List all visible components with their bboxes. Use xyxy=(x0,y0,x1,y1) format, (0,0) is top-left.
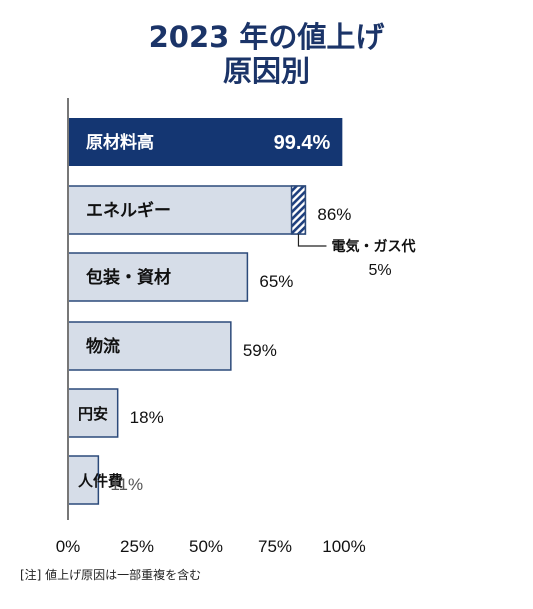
category-label-2: エネルギー xyxy=(86,201,171,221)
sub-segment-leader-line xyxy=(297,234,327,247)
category-label-3: 包装・資材 xyxy=(86,267,171,288)
x-tick-label-4: 75% xyxy=(258,537,292,556)
chart-title-line-2: 原因別 xyxy=(222,54,310,88)
value-label-2: 86% xyxy=(317,205,351,224)
value-label-6: 11% xyxy=(110,475,143,494)
category-label-5: 円安 xyxy=(78,405,108,423)
bar-4 xyxy=(67,321,232,371)
x-tick-label-5: 100% xyxy=(322,537,365,556)
x-tick-label-3: 50% xyxy=(189,537,223,556)
value-label-3: 65% xyxy=(259,272,293,291)
x-tick-label-1: 0% xyxy=(56,537,81,556)
value-label-4: 59% xyxy=(243,341,277,360)
category-label-1: 原材料高 xyxy=(86,132,154,153)
value-label-1: 99.4% xyxy=(274,132,331,154)
category-label-6: 人件費 xyxy=(78,472,123,490)
sub-segment-name: 電気・ガス代 xyxy=(331,238,415,255)
value-label-5: 18% xyxy=(130,408,164,427)
bar-5 xyxy=(67,388,119,438)
bar-1 xyxy=(68,118,343,166)
bar-6 xyxy=(67,455,100,505)
category-label-4: 物流 xyxy=(86,336,120,357)
sub-segment-bar xyxy=(290,185,307,235)
chart-title-line-1: 2023 年の値上げ xyxy=(148,20,385,54)
x-tick-label-2: 25% xyxy=(120,537,154,556)
bar-chart: 原材料高 99.4% エネルギー 86% 電気・ガス代 5% 包装・資材 65% 物流 59% 円安… xyxy=(56,98,415,556)
footnote: [注] 値上げ原因は一部重複を含む xyxy=(20,568,202,582)
chart-title: 2023 年の値上げ 原因別 xyxy=(0,20,533,88)
sub-segment-value-label: 5% xyxy=(368,262,391,279)
